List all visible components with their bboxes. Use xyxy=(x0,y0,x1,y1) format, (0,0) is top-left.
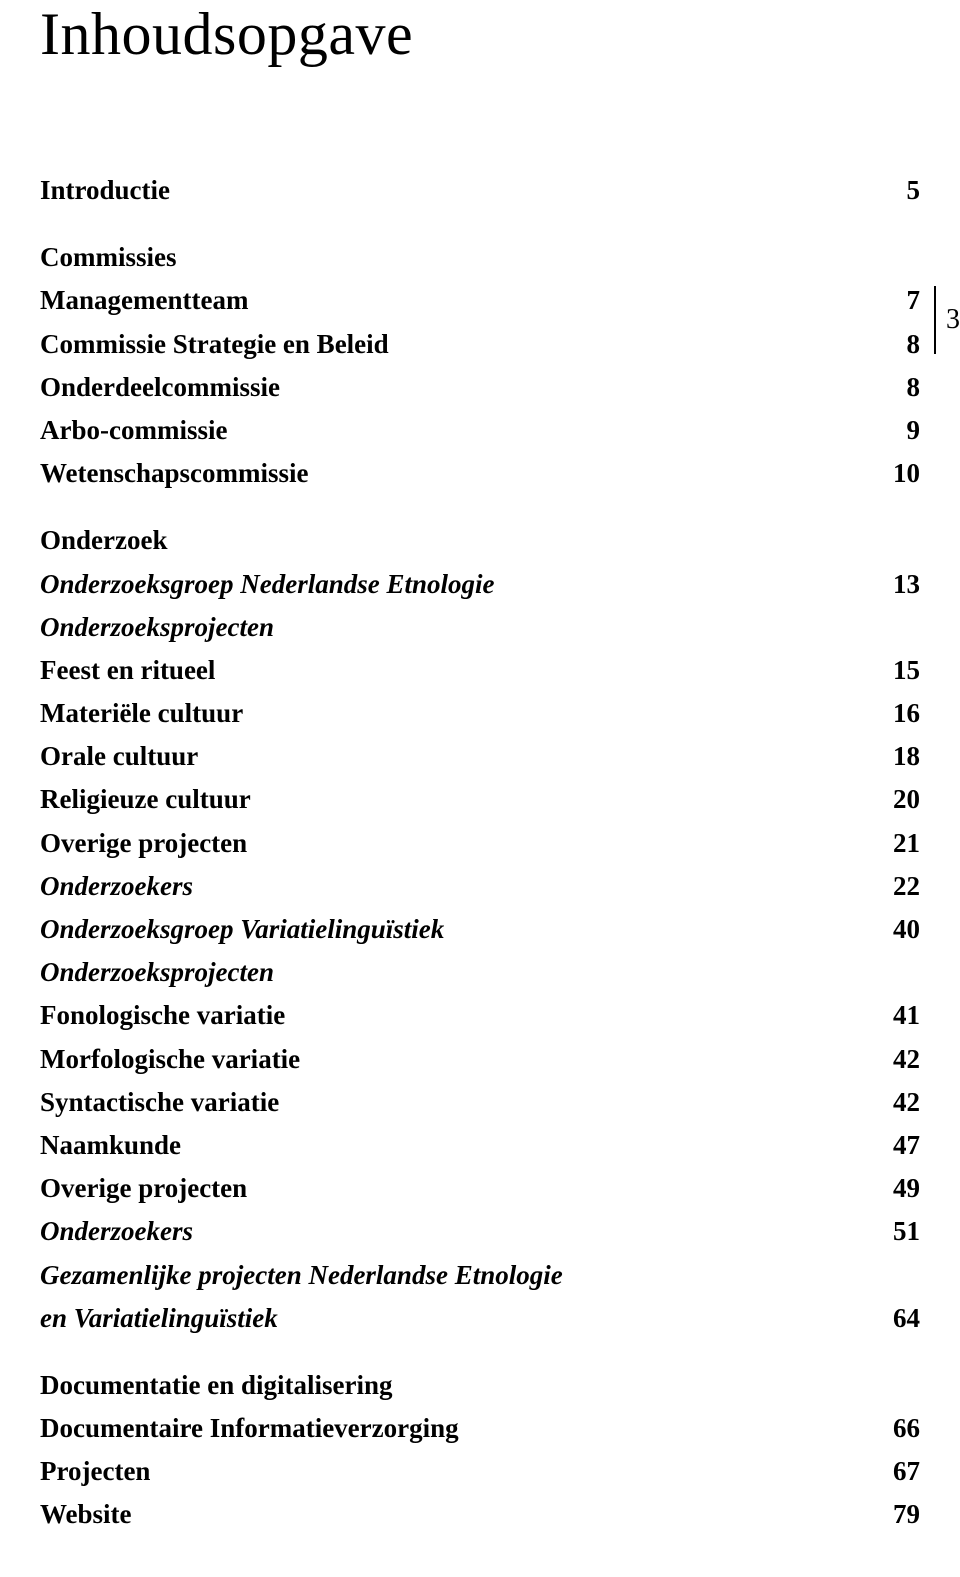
toc-row: Orale cultuur 18 xyxy=(40,735,920,778)
toc-label: Orale cultuur xyxy=(40,735,198,778)
toc-label: Materiële cultuur xyxy=(40,692,243,735)
toc-row: Website 79 xyxy=(40,1493,920,1536)
toc-row: Onderdeelcommissie 8 xyxy=(40,366,920,409)
section-gap xyxy=(40,495,920,519)
toc-row: Materiële cultuur 16 xyxy=(40,692,920,735)
toc-page-number: 49 xyxy=(860,1167,920,1210)
toc-page-number: 47 xyxy=(860,1124,920,1167)
toc-label: Website xyxy=(40,1493,132,1536)
toc-page-number: 42 xyxy=(860,1038,920,1081)
toc-label: Documentaire Informatieverzorging xyxy=(40,1407,459,1450)
toc-row: en Variatielinguïstiek 64 xyxy=(40,1297,920,1340)
toc-row: Morfologische variatie 42 xyxy=(40,1038,920,1081)
toc-page-number: 67 xyxy=(860,1450,920,1493)
toc-row: Introductie 5 xyxy=(40,169,920,212)
toc-row: Syntactische variatie 42 xyxy=(40,1081,920,1124)
toc-row: Projecten 67 xyxy=(40,1450,920,1493)
section-gap xyxy=(40,212,920,236)
toc-row: Onderzoek xyxy=(40,519,920,562)
toc-row: Fonologische variatie 41 xyxy=(40,994,920,1037)
toc-page-number: 64 xyxy=(860,1297,920,1340)
toc-label: Managementteam xyxy=(40,279,248,322)
toc-label: Syntactische variatie xyxy=(40,1081,279,1124)
toc-page-number: 22 xyxy=(860,865,920,908)
toc-row: Commissie Strategie en Beleid 8 xyxy=(40,323,920,366)
toc-label: Onderzoek xyxy=(40,519,168,562)
table-of-contents: Introductie5CommissiesManagementteam7Com… xyxy=(40,169,920,1537)
page-side-marker: 3 xyxy=(934,286,960,354)
toc-row: Overige projecten 49 xyxy=(40,1167,920,1210)
toc-row: Commissies xyxy=(40,236,920,279)
toc-page-number: 9 xyxy=(860,409,920,452)
toc-row: Wetenschapscommissie 10 xyxy=(40,452,920,495)
toc-label: Feest en ritueel xyxy=(40,649,215,692)
toc-row: Onderzoeksprojecten xyxy=(40,606,920,649)
toc-label: Fonologische variatie xyxy=(40,994,285,1037)
toc-page-number: 79 xyxy=(860,1493,920,1536)
toc-label: Onderzoekers xyxy=(40,865,193,908)
toc-page-number: 42 xyxy=(860,1081,920,1124)
toc-page-number: 21 xyxy=(860,822,920,865)
toc-page-number: 20 xyxy=(860,778,920,821)
toc-label: Naamkunde xyxy=(40,1124,181,1167)
toc-label: Morfologische variatie xyxy=(40,1038,300,1081)
toc-label: Overige projecten xyxy=(40,822,247,865)
toc-row: Documentatie en digitalisering xyxy=(40,1364,920,1407)
toc-label: en Variatielinguïstiek xyxy=(40,1297,278,1340)
toc-row: Onderzoekers 51 xyxy=(40,1210,920,1253)
toc-page-number: 10 xyxy=(860,452,920,495)
toc-row: Overige projecten 21 xyxy=(40,822,920,865)
toc-label: Onderzoeksgroep Variatielinguïstiek xyxy=(40,908,444,951)
toc-row: Onderzoeksprojecten xyxy=(40,951,920,994)
toc-label: Onderzoeksprojecten xyxy=(40,606,274,649)
toc-label: Onderzoeksprojecten xyxy=(40,951,274,994)
toc-row: Gezamenlijke projecten Nederlandse Etnol… xyxy=(40,1254,920,1297)
toc-label: Wetenschapscommissie xyxy=(40,452,308,495)
toc-row: Documentaire Informatieverzorging 66 xyxy=(40,1407,920,1450)
page: Inhoudsopgave Introductie 5 CommissiesMana… xyxy=(0,0,960,1537)
page-title: Inhoudsopgave xyxy=(40,0,920,69)
toc-row: Religieuze cultuur 20 xyxy=(40,778,920,821)
toc-row: Onderzoeksgroep Variatielinguïstiek 40 xyxy=(40,908,920,951)
toc-row: Naamkunde 47 xyxy=(40,1124,920,1167)
toc-row: Onderzoekers 22 xyxy=(40,865,920,908)
toc-page-number: 51 xyxy=(860,1210,920,1253)
toc-page-number: 5 xyxy=(860,169,920,212)
toc-page-number: 40 xyxy=(860,908,920,951)
toc-label: Religieuze cultuur xyxy=(40,778,251,821)
toc-page-number: 41 xyxy=(860,994,920,1037)
toc-label: Documentatie en digitalisering xyxy=(40,1364,392,1407)
toc-row: Feest en ritueel 15 xyxy=(40,649,920,692)
toc-page-number: 13 xyxy=(860,563,920,606)
toc-label: Commissie Strategie en Beleid xyxy=(40,323,389,366)
toc-page-number: 16 xyxy=(860,692,920,735)
toc-page-number: 7 xyxy=(860,279,920,322)
toc-label: Onderzoekers xyxy=(40,1210,193,1253)
toc-label: Gezamenlijke projecten Nederlandse Etnol… xyxy=(40,1254,563,1297)
toc-label: Overige projecten xyxy=(40,1167,247,1210)
toc-page-number: 18 xyxy=(860,735,920,778)
toc-label: Introductie xyxy=(40,169,170,212)
toc-page-number: 8 xyxy=(860,323,920,366)
toc-page-number: 15 xyxy=(860,649,920,692)
section-gap xyxy=(40,1340,920,1364)
toc-label: Onderdeelcommissie xyxy=(40,366,280,409)
toc-label: Onderzoeksgroep Nederlandse Etnologie xyxy=(40,563,495,606)
toc-label: Projecten xyxy=(40,1450,150,1493)
toc-row: Onderzoeksgroep Nederlandse Etnologie 13 xyxy=(40,563,920,606)
toc-page-number: 66 xyxy=(860,1407,920,1450)
toc-page-number: 8 xyxy=(860,366,920,409)
toc-label: Commissies xyxy=(40,236,177,279)
toc-row: Managementteam 7 xyxy=(40,279,920,322)
toc-row: Arbo-commissie 9 xyxy=(40,409,920,452)
toc-label: Arbo-commissie xyxy=(40,409,227,452)
